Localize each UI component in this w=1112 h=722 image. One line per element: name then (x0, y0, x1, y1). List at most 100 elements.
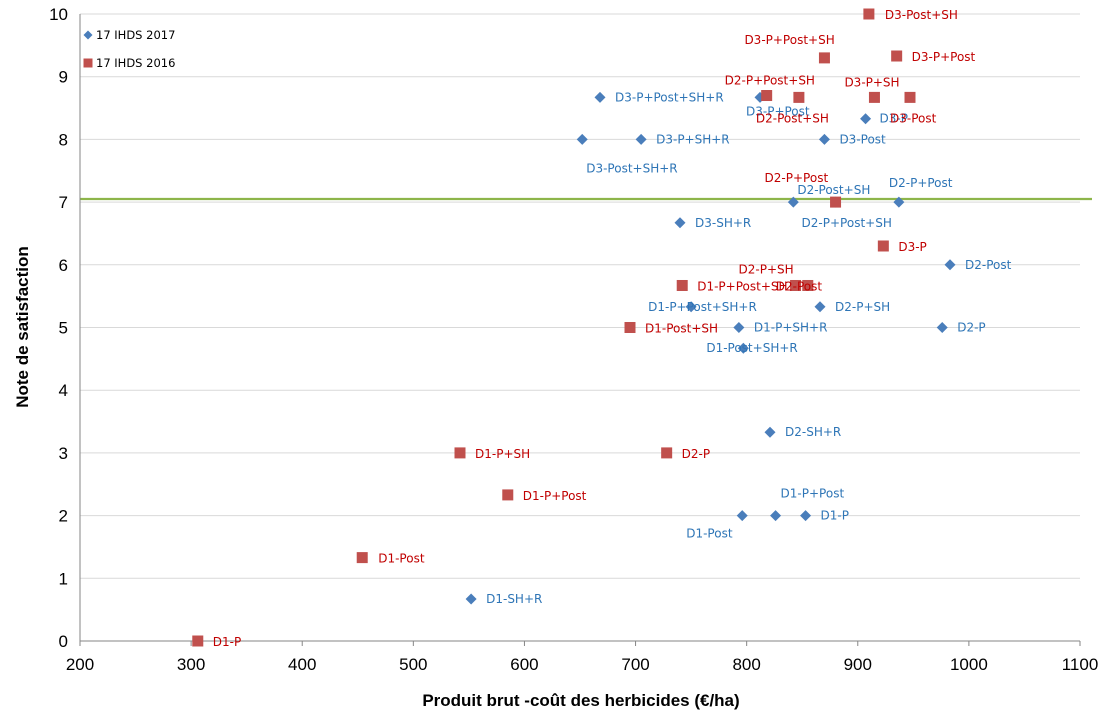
data-point-2017 (576, 133, 588, 145)
y-tick-label: 4 (59, 381, 68, 400)
point-label: D2-Post (776, 279, 823, 293)
point-label: D3-P+SH+R (656, 132, 730, 146)
data-point-2017 (635, 133, 647, 145)
point-label: D2-P (957, 321, 985, 335)
point-label: D1-P+Post+SH (697, 279, 787, 293)
data-point-2017 (944, 259, 956, 271)
data-point-2016 (830, 196, 842, 208)
data-point-2016 (502, 489, 514, 501)
point-label: D2-P+SH (739, 262, 794, 276)
point-label: D1-P+Post (523, 489, 587, 503)
legend-label: 17 IHDS 2017 (96, 28, 175, 42)
legend-label: 17 IHDS 2016 (96, 56, 175, 70)
point-label: D3-P+SH (844, 75, 899, 89)
point-label: D3-P+Post+SH (744, 33, 834, 47)
point-label: D1-P (213, 635, 241, 649)
point-label: D3-P+Post (912, 50, 976, 64)
data-point-2017 (674, 217, 686, 229)
point-label: D1-P (821, 509, 849, 523)
data-point-2017 (733, 322, 745, 333)
point-label: D2-P (682, 447, 710, 461)
data-point-2017 (814, 301, 826, 313)
y-tick-label: 5 (59, 319, 68, 338)
y-tick-label: 1 (59, 569, 68, 588)
data-point-2017 (818, 133, 830, 145)
point-label: D2-Post+SH (756, 111, 829, 125)
x-tick-label: 400 (288, 655, 316, 674)
point-label: D3-SH+R (695, 216, 751, 230)
data-point-2017 (893, 196, 905, 208)
data-point-2017 (787, 196, 799, 208)
point-labels: D3-P+Post+SH+R D3-P+Post D3-P D3-Post+SH+R D… (213, 8, 1012, 649)
data-point-2016 (891, 50, 903, 62)
point-label: D3-Post+SH (885, 8, 958, 22)
point-label: D2-Post (965, 258, 1012, 272)
data-point-2016 (790, 279, 802, 291)
x-tick-label: 800 (732, 655, 760, 674)
point-label: D2-P+Post (765, 171, 829, 185)
point-label: D3-Post (839, 132, 886, 146)
x-tick-labels: 200 300 400 500 600 700 800 900 1000 1100 (66, 655, 1098, 674)
x-tick-label: 500 (399, 655, 427, 674)
data-point-2017 (860, 113, 872, 125)
point-label: D1-Post (686, 527, 733, 541)
point-label: D2-P+Post (889, 176, 953, 190)
y-tick-label: 8 (59, 130, 68, 149)
y-tick-label: 0 (59, 632, 68, 651)
data-point-2016 (818, 52, 830, 64)
point-label: D3-P+Post+SH+R (615, 90, 724, 104)
y-tick-label: 7 (59, 193, 68, 212)
point-label: D3-P (880, 112, 908, 126)
data-point-2016 (192, 635, 204, 647)
data-point-2016 (661, 447, 673, 459)
data-point-2016 (868, 91, 880, 103)
data-point-2016 (676, 279, 688, 291)
y-tick-labels: 0 1 2 3 4 5 6 7 8 9 10 (49, 5, 68, 651)
data-point-2017 (685, 301, 697, 313)
data-point-2017 (594, 91, 606, 103)
data-point-2016 (793, 91, 805, 103)
data-point-2017 (770, 510, 782, 522)
point-label: D1-Post+SH+R (706, 341, 797, 355)
y-tick-label: 9 (59, 68, 68, 87)
y-axis-title: Note de satisfaction (13, 246, 32, 408)
data-point-2016 (454, 447, 466, 459)
point-label: D2-SH+R (785, 425, 841, 439)
data-point-2016 (802, 279, 814, 291)
data-points (192, 8, 956, 647)
point-label: D3-Post (890, 111, 937, 125)
data-point-2016 (624, 322, 636, 333)
data-point-2017 (465, 593, 477, 605)
point-label: D1-P+Post+SH+R (648, 300, 757, 314)
y-tick-label: 10 (49, 5, 68, 24)
data-point-2016 (877, 240, 889, 252)
legend: 17 IHDS 2017 17 IHDS 2016 (83, 28, 175, 70)
data-point-2016 (863, 8, 875, 20)
data-point-2016 (356, 552, 368, 564)
legend-marker-2016 (83, 58, 93, 68)
x-tick-label: 1100 (1062, 655, 1099, 674)
point-label: D2-Post+SH (797, 183, 870, 197)
data-point-2016 (904, 91, 916, 103)
y-tick-label: 3 (59, 444, 68, 463)
point-label: D3-P+Post (746, 104, 810, 118)
axes (79, 14, 1081, 646)
x-tick-label: 600 (510, 655, 538, 674)
x-tick-label: 200 (66, 655, 94, 674)
point-label: D1-P+Post (781, 487, 845, 501)
point-label: D3-P (898, 240, 926, 254)
point-label: D1-Post (378, 552, 425, 566)
x-tick-label: 300 (177, 655, 205, 674)
point-label: D2-P+SH (835, 300, 890, 314)
data-point-2017 (936, 322, 948, 333)
point-label: D2-P+Post+SH (802, 216, 892, 230)
data-point-2017 (764, 426, 776, 438)
point-label: D1-SH+R (486, 592, 542, 606)
data-point-2017 (736, 510, 748, 522)
x-tick-label: 1000 (950, 655, 988, 674)
x-axis-title: Produit brut -coût des herbicides (€/ha) (422, 691, 739, 710)
point-label: D1-P+SH+R (754, 321, 828, 335)
y-tick-label: 6 (59, 256, 68, 275)
x-tick-label: 700 (621, 655, 649, 674)
